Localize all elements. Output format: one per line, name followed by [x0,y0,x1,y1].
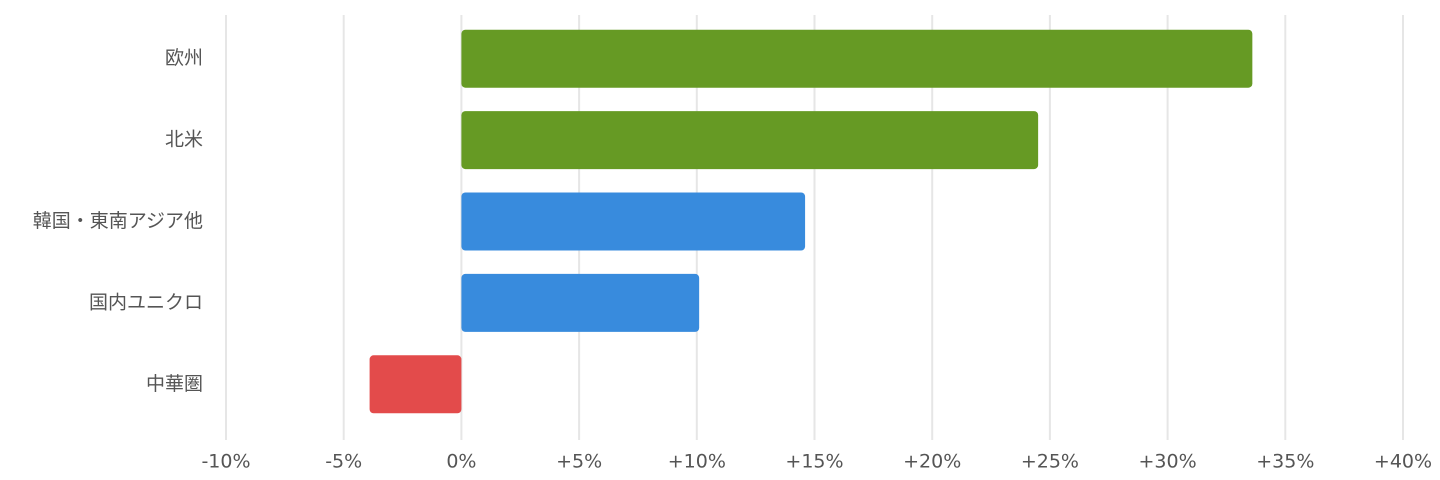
y-tick-label: 韓国・東南アジア他 [33,210,203,232]
bar [461,111,1039,170]
bar [369,355,462,414]
x-tick-label: -5% [325,451,362,473]
x-tick-label: +15% [785,451,843,473]
bar [461,273,700,332]
y-tick-label: 中華圏 [146,373,203,395]
x-tick-label: -10% [201,451,250,473]
x-tick-label: +10% [668,451,726,473]
y-tick-label: 北米 [165,129,203,151]
x-tick-label: +5% [556,451,602,473]
x-tick-label: 0% [446,451,476,473]
bar [461,192,806,251]
x-tick-label: +20% [903,451,961,473]
x-tick-label: +40% [1374,451,1432,473]
y-tick-label: 国内ユニクロ [89,291,203,313]
x-tick-label: +35% [1256,451,1314,473]
x-tick-label: +30% [1139,451,1197,473]
x-tick-label: +25% [1021,451,1079,473]
bar [461,29,1253,88]
y-tick-label: 欧州 [165,47,203,69]
